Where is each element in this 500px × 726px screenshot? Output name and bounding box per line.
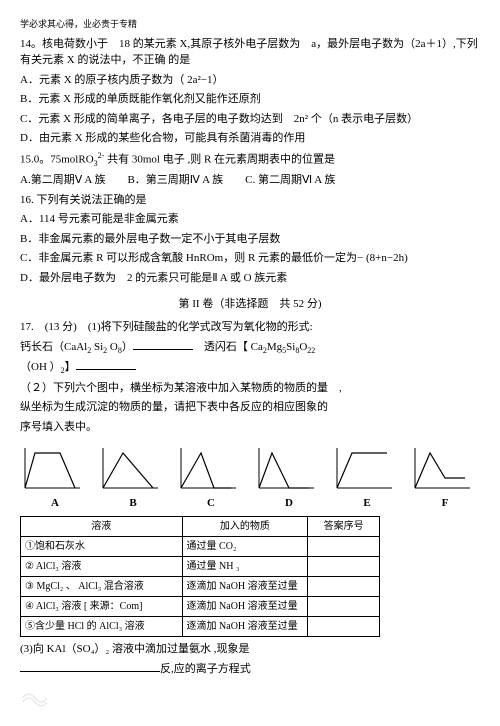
q14-optC-post: 个（n 表示电子层数）: [308, 113, 418, 125]
th-answer: 答案序号: [308, 516, 380, 536]
q17-sub2-line3: 序号填入表中。: [20, 419, 480, 436]
table-row: ⑤含少量 HCl 的 AlCl₃ 溶液 逐滴加 NaOH 溶液至过量: [21, 616, 380, 636]
q16-optA: A．114 号元素可能是非金属元素: [20, 211, 480, 228]
q14-optB: B．元素 X 形成的单质既能作氧化剂又能作还原剂: [20, 91, 480, 108]
label-D: D: [254, 495, 324, 512]
chart-B: [98, 443, 168, 493]
cell-r5c2: 逐滴加 NaOH 溶液至过量: [182, 616, 308, 636]
q17-sub2-line2: 纵坐标为生成沉淀的物质的量，请把下表中各反应的相应图象的: [20, 399, 480, 416]
cell-r1c3[interactable]: [308, 536, 380, 556]
chart-row: [20, 443, 480, 493]
q15-optA: A.第二周期Ⅴ A 族: [20, 174, 105, 186]
table-header-row: 溶液 加入的物质 答案序号: [21, 516, 380, 536]
chart-A-svg: [20, 443, 90, 493]
chart-C-svg: [176, 443, 246, 493]
chart-E: [332, 443, 402, 493]
q17-l1-end: ）: [122, 341, 133, 353]
cell-r2c3[interactable]: [308, 556, 380, 576]
q14-optD: D．由元素 X 形成的某些化合物，可能具有杀菌消毒的作用: [20, 130, 480, 147]
q17-l1-pre: 钙长石（CaAl: [20, 341, 87, 353]
label-C: C: [176, 495, 246, 512]
q17-l1-close: （OH ）: [20, 361, 61, 373]
chart-D-path: [259, 453, 309, 488]
chart-E-path: [337, 453, 387, 488]
blank-3[interactable]: [20, 660, 160, 672]
q16-optB: B．非金属元素的最外层电子数一定不小于其电子层数: [20, 231, 480, 248]
chart-B-path: [103, 453, 153, 488]
cell-r1c2: 通过量 CO₂: [182, 536, 308, 556]
q15-stem-mid: 共有 30mol 电子 ,则 R 在元素周期表中的位置是: [104, 153, 335, 165]
q17-3-stem: (3)向 KAl（SO₄）₂ 溶液中滴加过量氨水 ,现象是: [20, 641, 480, 658]
cell-r2c2: 通过量 NH ₃: [182, 556, 308, 576]
q14-optA: A．元素 X 的原子核内质子数为（ 2a²−1）: [20, 72, 480, 89]
cell-r5c1: ⑤含少量 HCl 的 AlCl₃ 溶液: [21, 616, 183, 636]
label-A: A: [20, 495, 90, 512]
table-row: ③ MgCl₂ 、 AlCl₃ 混合溶液 逐滴加 NaOH 溶液至过量: [21, 576, 380, 596]
label-F: F: [410, 495, 480, 512]
q17-l1-final: 】: [65, 361, 76, 373]
q14-stem: 14。核电荷数小于 18 的某元素 X,其原子核外电子层数为 a，最外层电子数为…: [20, 36, 480, 69]
cell-r3c1: ③ MgCl₂ 、 AlCl₃ 混合溶液: [21, 576, 183, 596]
chart-F-svg: [410, 443, 480, 493]
q15-optB: B．第三周期Ⅳ A 族: [127, 174, 223, 186]
chart-C: [176, 443, 246, 493]
q16-optD: D．最外层电子数为 2 的元素只可能是Ⅱ A 或 O 族元素: [20, 270, 480, 287]
sub-22: 22: [307, 347, 315, 356]
q15-stem-pre: 15.0。75molRO: [20, 153, 94, 165]
q17-l1-mid: Si: [91, 341, 103, 353]
chart-D: [254, 443, 324, 493]
chart-A: [20, 443, 90, 493]
cell-r4c3[interactable]: [308, 596, 380, 616]
th-solution: 溶液: [21, 516, 183, 536]
chart-F: [410, 443, 480, 493]
chart-C-path: [181, 453, 231, 488]
label-B: B: [98, 495, 168, 512]
chart-A-path: [25, 453, 75, 488]
q15-stem: 15.0。75molRO32- 共有 30mol 电子 ,则 R 在元素周期表中…: [20, 150, 480, 170]
cell-r3c3[interactable]: [308, 576, 380, 596]
q15-optC: C. 第二周期Ⅵ A 族: [245, 174, 335, 186]
q17-l1-after: 透闪石【 Ca: [204, 341, 263, 353]
table-row: ② AlCl₃ 溶液 通过量 NH ₃: [21, 556, 380, 576]
header-note: 学必求其心得，业必贵于专精: [20, 18, 480, 32]
q14-optC: C．元素 X 形成的简单离子，各电子层的电子数均达到 2n² 个（n 表示电子层…: [20, 111, 480, 128]
q17-3-line2: 反,应的离子方程式: [20, 660, 480, 678]
cell-r2c1: ② AlCl₃ 溶液: [21, 556, 183, 576]
cell-r3c2: 逐滴加 NaOH 溶液至过量: [182, 576, 308, 596]
chart-D-svg: [254, 443, 324, 493]
cell-r4c2: 逐滴加 NaOH 溶液至过量: [182, 596, 308, 616]
blank-1[interactable]: [133, 338, 193, 350]
chart-F-path: [415, 453, 465, 488]
table-row: ①饱和石灰水 通过量 CO₂: [21, 536, 380, 556]
q17-line1: 钙长石（CaAl2 Si2 O8） 透闪石【 Ca2Mg5Si8O22 （OH …: [20, 338, 480, 376]
q14-optC-pre: C．元素 X 形成的简单离子，各电子层的电子数均达到: [20, 113, 294, 125]
q14-optC-formula: 2n²: [294, 113, 308, 125]
blank-2[interactable]: [76, 358, 136, 370]
q15-opts: A.第二周期Ⅴ A 族 B．第三周期Ⅳ A 族 C. 第二周期Ⅵ A 族: [20, 172, 480, 189]
cell-r1c1: ①饱和石灰水: [21, 536, 183, 556]
chart-E-svg: [332, 443, 402, 493]
table-row: ④ AlCl₃ 溶液 [ 来源：Com] 逐滴加 NaOH 溶液至过量: [21, 596, 380, 616]
answer-table: 溶液 加入的物质 答案序号 ①饱和石灰水 通过量 CO₂ ② AlCl₃ 溶液 …: [20, 516, 380, 637]
footer-watermark: [20, 688, 480, 708]
cell-r4c1: ④ AlCl₃ 溶液 [ 来源：Com]: [21, 596, 183, 616]
q16-stem: 16. 下列有关说法正确的是: [20, 192, 480, 209]
cell-r5c3[interactable]: [308, 616, 380, 636]
section2-title: 第 II 卷（非选择题 共 52 分): [20, 296, 480, 313]
q17-l1-post: O: [107, 341, 118, 353]
q17-sub2-stem: （２）下列六个图中，横坐标为某溶液中加入某物质的物质的量 ,: [20, 380, 480, 397]
th-added: 加入的物质: [182, 516, 308, 536]
q17-l1-after3: Si: [286, 341, 295, 353]
q17-stem: 17. (13 分) (1)将下列硅酸盐的化学式改写为氧化物的形式:: [20, 319, 480, 336]
chart-labels: A B C D E F: [20, 495, 480, 512]
watermark-icon: [20, 688, 50, 708]
q17-3-text: 反,应的离子方程式: [160, 663, 251, 675]
q16-optC: C．非金属元素 R 可以形成含氧酸 HnROm，则 R 元素的最低价一定为− (…: [20, 250, 480, 267]
q17-l1-after2: Mg: [267, 341, 282, 353]
chart-B-svg: [98, 443, 168, 493]
label-E: E: [332, 495, 402, 512]
